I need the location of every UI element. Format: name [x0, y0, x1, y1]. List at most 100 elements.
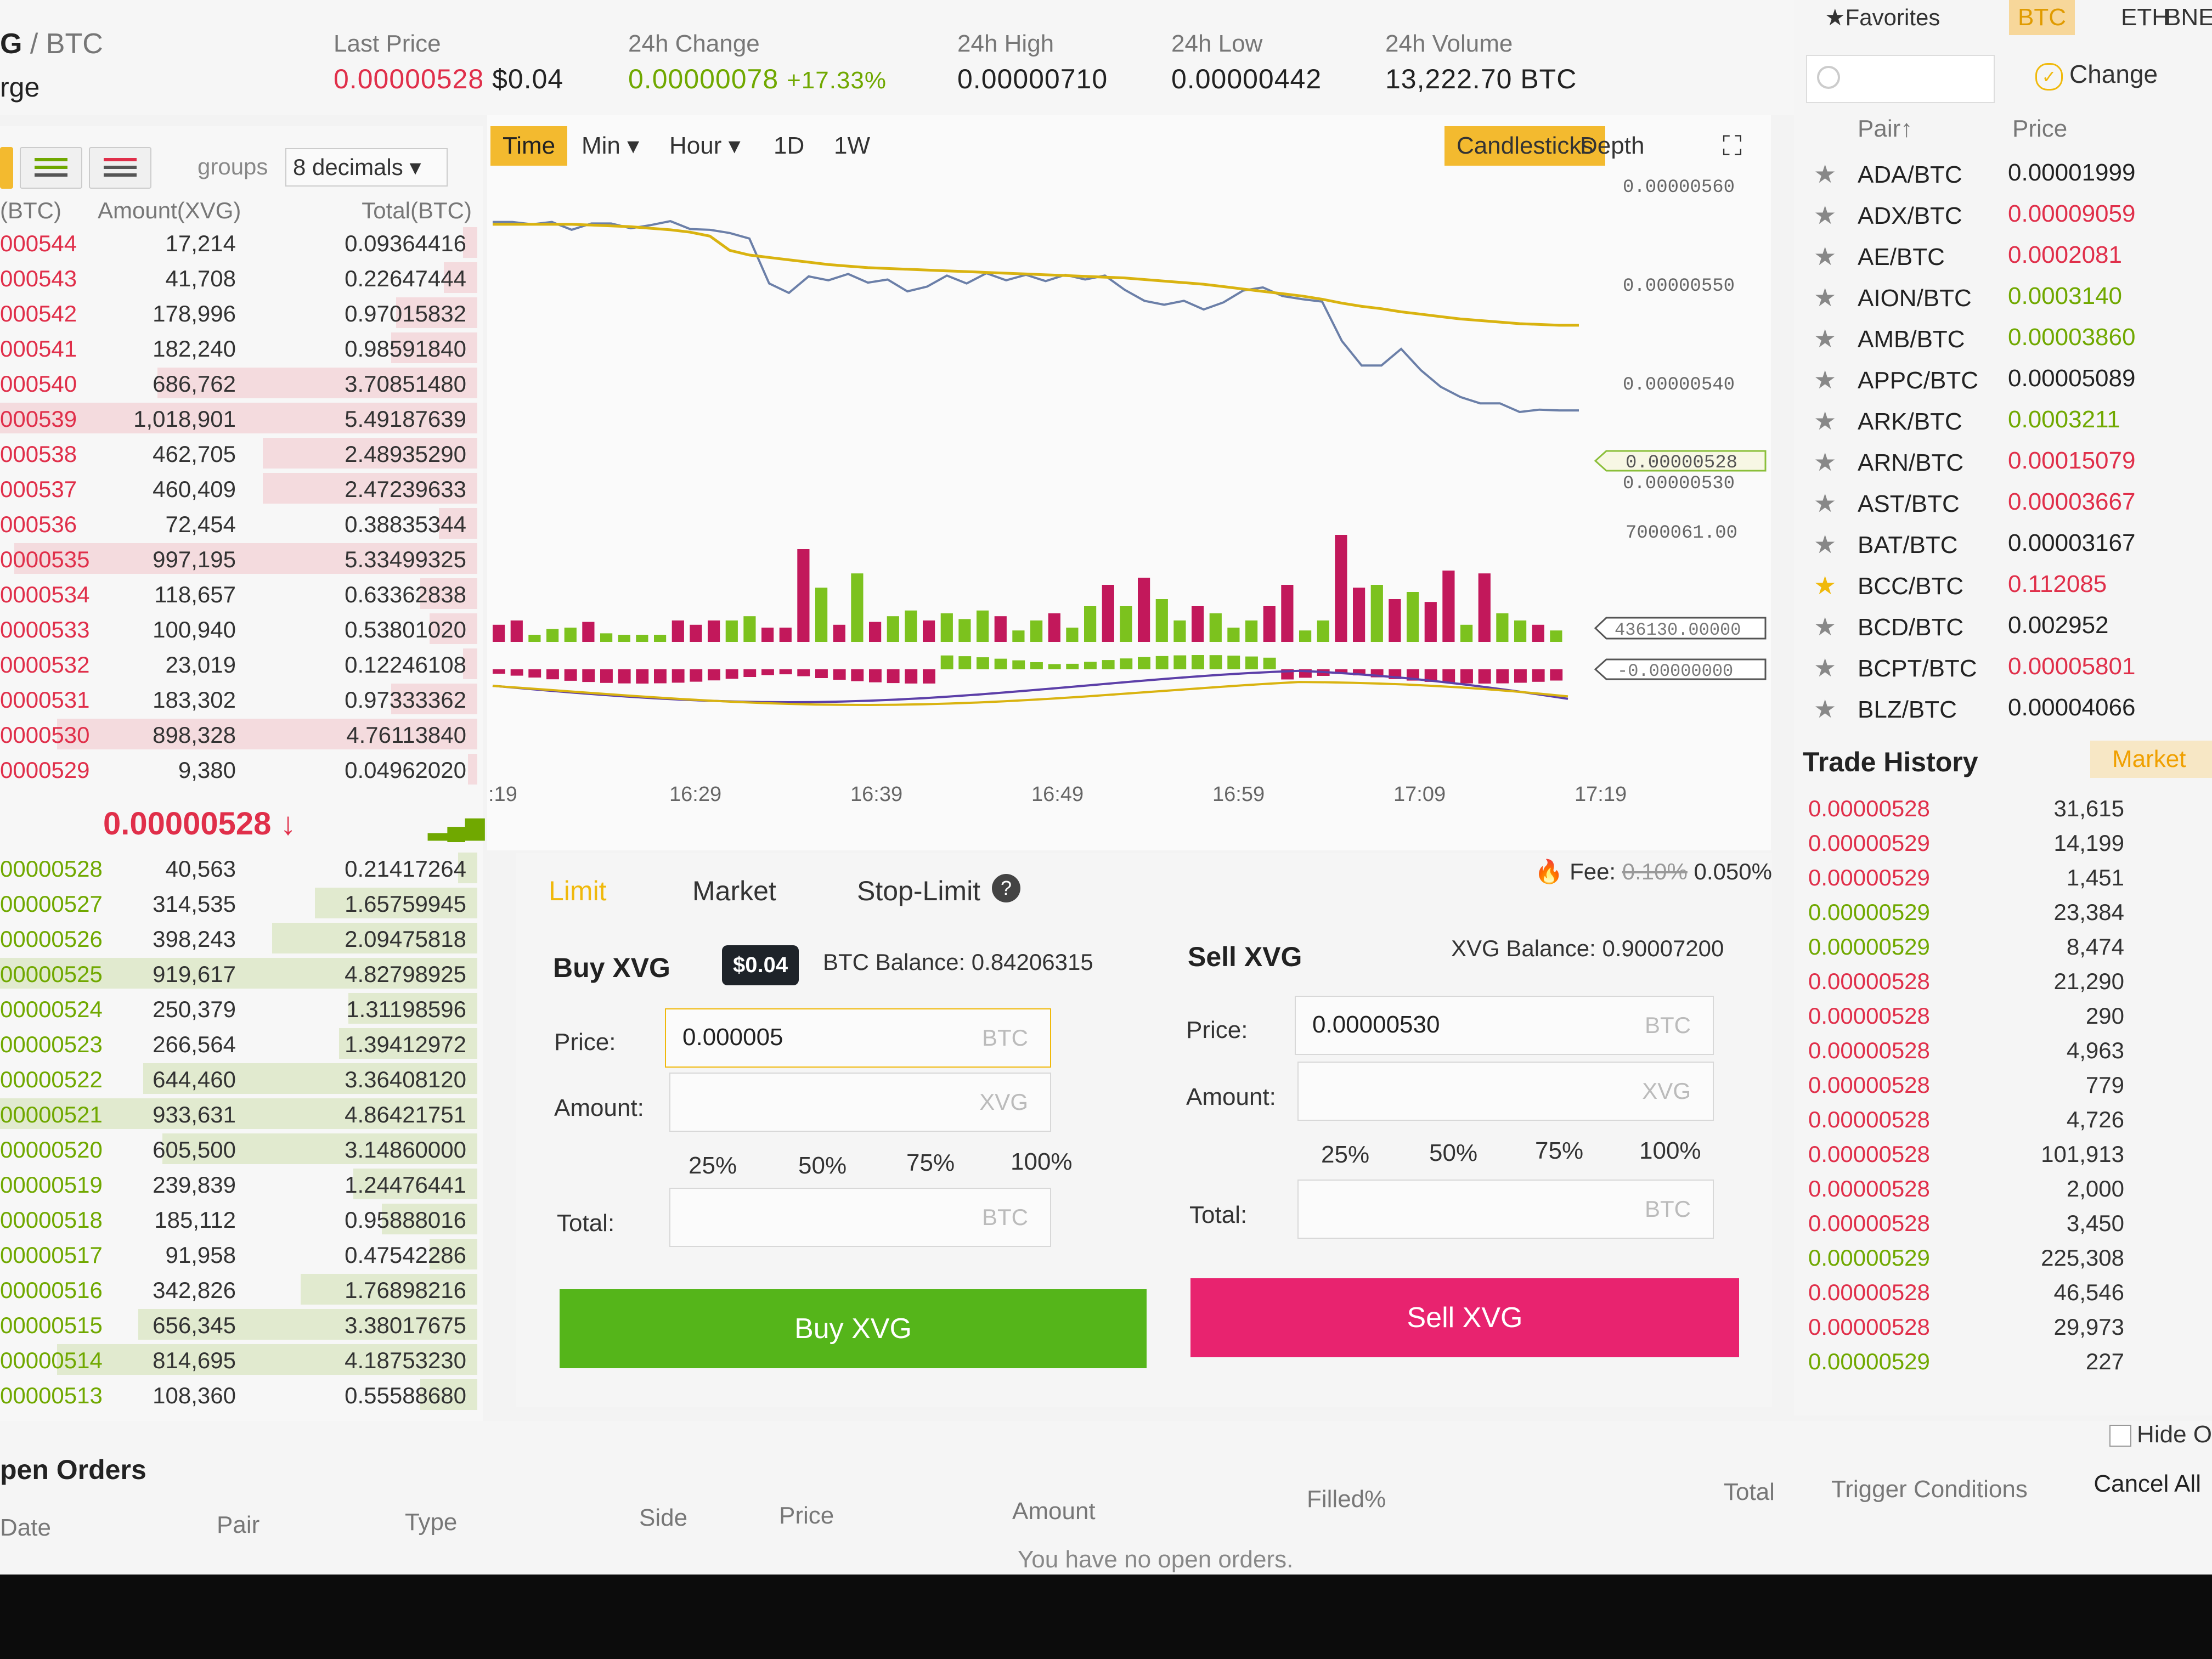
star-icon[interactable]: ★ [1814, 365, 1837, 394]
buy-pct-75[interactable]: 75% [906, 1149, 955, 1176]
star-icon[interactable]: ★ [1814, 201, 1837, 229]
cancel-all-button[interactable]: Cancel All [2094, 1470, 2201, 1497]
sell-pct-50[interactable]: 50% [1429, 1139, 1478, 1166]
col-price[interactable]: Price [2012, 115, 2068, 142]
price-chart[interactable]: 0.00000560 0.00000550 0.00000540 0.00000530… [487, 176, 1771, 850]
book-row[interactable]: 000540 686,762 3.70851480 [0, 365, 477, 400]
pair-row[interactable]: ★ BCD/BTC 0.002952 [1794, 606, 2212, 647]
pair-row[interactable]: ★ APPC/BTC 0.00005089 [1794, 359, 2212, 400]
buy-price-input[interactable]: 0.000005 BTC [665, 1008, 1051, 1068]
buy-total-input[interactable]: BTC [669, 1188, 1051, 1247]
tab-1d[interactable]: 1D [774, 132, 805, 159]
decimals-select[interactable]: 8 decimals ▾ [285, 148, 448, 187]
book-row[interactable]: 000538 462,705 2.48935290 [0, 436, 477, 471]
book-row[interactable]: 00000514 814,695 4.18753230 [0, 1342, 477, 1377]
tab-favorites[interactable]: ★Favorites [1825, 4, 1940, 30]
buy-button[interactable]: Buy XVG [560, 1289, 1147, 1368]
star-icon[interactable]: ★ [1814, 283, 1837, 312]
star-icon[interactable]: ★ [1814, 160, 1837, 188]
pair-row[interactable]: ★ AION/BTC 0.0003140 [1794, 277, 2212, 318]
pair-row[interactable]: ★ BLZ/BTC 0.00004066 [1794, 689, 2212, 730]
tab-btc[interactable]: BTC [2009, 0, 2075, 35]
book-row[interactable]: 00000524 250,379 1.31198596 [0, 991, 477, 1026]
book-row[interactable]: 00000527 314,535 1.65759945 [0, 885, 477, 921]
star-icon[interactable]: ★ [1814, 324, 1837, 353]
book-row[interactable]: 0000533 100,940 0.53801020 [0, 611, 477, 646]
star-icon[interactable]: ★ [1814, 530, 1837, 558]
tab-stop-limit[interactable]: Stop-Limit [857, 876, 981, 906]
book-row[interactable]: 0000534 118,657 0.63362838 [0, 576, 477, 611]
pair-row[interactable]: ★ BCC/BTC 0.112085 [1794, 565, 2212, 606]
sell-pct-75[interactable]: 75% [1535, 1137, 1584, 1164]
sell-pct-100[interactable]: 100% [1639, 1137, 1701, 1164]
trade-history-market-tab[interactable]: Market [2090, 741, 2212, 778]
pair-row[interactable]: ★ AST/BTC 0.00003667 [1794, 483, 2212, 524]
hide-other-pairs-checkbox[interactable]: Hide O [2109, 1421, 2212, 1448]
bars-icon[interactable]: ▂▄▆ [428, 811, 485, 840]
book-row[interactable]: 00000528 40,563 0.21417264 [0, 850, 477, 885]
tab-bnb[interactable]: BNE [2165, 4, 2212, 31]
book-row[interactable]: 0000530 898,328 4.76113840 [0, 716, 477, 752]
book-row[interactable]: 00000517 91,958 0.47542286 [0, 1237, 477, 1272]
tab-time[interactable]: Time [490, 126, 568, 166]
market-search-input[interactable] [1806, 55, 1995, 103]
buy-amount-input[interactable]: XVG [669, 1073, 1051, 1132]
book-row[interactable]: 00000526 398,243 2.09475818 [0, 921, 477, 956]
book-row[interactable]: 000541 182,240 0.98591840 [0, 330, 477, 365]
sell-pct-25[interactable]: 25% [1321, 1141, 1370, 1168]
star-icon[interactable]: ★ [1814, 407, 1837, 435]
pair-row[interactable]: ★ ARK/BTC 0.0003211 [1794, 400, 2212, 442]
book-row[interactable]: 0000535 997,195 5.33499325 [0, 541, 477, 576]
book-row[interactable]: 000537 460,409 2.47239633 [0, 471, 477, 506]
tab-eth[interactable]: ETH [2121, 4, 2169, 31]
buy-pct-25[interactable]: 25% [689, 1152, 737, 1179]
book-row[interactable]: 000544 17,214 0.09364416 [0, 225, 477, 260]
book-row[interactable]: 00000515 656,345 3.38017675 [0, 1307, 477, 1342]
book-row[interactable]: 000543 41,708 0.22647444 [0, 260, 477, 295]
col-pair[interactable]: Pair↑ [1858, 115, 1913, 142]
pair-row[interactable]: ★ ADX/BTC 0.00009059 [1794, 195, 2212, 236]
help-icon[interactable]: ? [992, 874, 1020, 902]
book-row[interactable]: 00000522 644,460 3.36408120 [0, 1061, 477, 1096]
book-view-all-button[interactable] [0, 147, 13, 189]
fullscreen-icon[interactable]: ⛶ [1723, 131, 1742, 161]
tab-market[interactable]: Market [692, 876, 776, 906]
tab-candlesticks[interactable]: Candlesticks [1444, 126, 1606, 166]
sell-total-input[interactable]: BTC [1297, 1180, 1714, 1239]
book-row[interactable]: 00000521 933,631 4.86421751 [0, 1096, 477, 1131]
tab-limit[interactable]: Limit [549, 876, 607, 906]
book-row[interactable]: 00000516 342,826 1.76898216 [0, 1272, 477, 1307]
book-row[interactable]: 0000531 183,302 0.97333362 [0, 681, 477, 716]
book-row[interactable]: 00000525 919,617 4.82798925 [0, 956, 477, 991]
book-row[interactable]: 0000529 9,380 0.04962020 [0, 752, 477, 787]
book-view-asks-button[interactable] [89, 147, 151, 189]
star-icon[interactable]: ★ [1814, 653, 1837, 682]
buy-pct-50[interactable]: 50% [798, 1152, 847, 1179]
book-row[interactable]: 00000518 185,112 0.95888016 [0, 1201, 477, 1237]
pair-row[interactable]: ★ BAT/BTC 0.00003167 [1794, 524, 2212, 565]
star-icon[interactable]: ★ [1814, 489, 1837, 517]
book-view-bids-button[interactable] [20, 147, 82, 189]
book-row[interactable]: 0000532 23,019 0.12246108 [0, 646, 477, 681]
pair-row[interactable]: ★ ADA/BTC 0.00001999 [1794, 154, 2212, 195]
tab-depth[interactable]: Depth [1580, 132, 1645, 159]
pair-row[interactable]: ★ AMB/BTC 0.00003860 [1794, 318, 2212, 359]
star-icon[interactable]: ★ [1814, 448, 1837, 476]
book-row[interactable]: 00000513 108,360 0.55588680 [0, 1377, 477, 1412]
tab-1w[interactable]: 1W [834, 132, 870, 159]
pair-row[interactable]: ★ AE/BTC 0.0002081 [1794, 236, 2212, 277]
book-row[interactable]: 00000519 239,839 1.24476441 [0, 1166, 477, 1201]
sell-button[interactable]: Sell XVG [1190, 1278, 1739, 1357]
tab-hour[interactable]: Hour ▾ [669, 132, 741, 159]
change-toggle[interactable]: ✓ Change [2035, 59, 2158, 91]
buy-pct-100[interactable]: 100% [1011, 1148, 1073, 1175]
sell-price-input[interactable]: 0.00000530 BTC [1295, 996, 1714, 1055]
sell-amount-input[interactable]: XVG [1297, 1062, 1714, 1121]
pair-row[interactable]: ★ BCPT/BTC 0.00005801 [1794, 647, 2212, 689]
star-icon[interactable]: ★ [1814, 612, 1837, 641]
pair-row[interactable]: ★ ARN/BTC 0.00015079 [1794, 442, 2212, 483]
book-row[interactable]: 00000520 605,500 3.14860000 [0, 1131, 477, 1166]
book-row[interactable]: 000542 178,996 0.97015832 [0, 295, 477, 330]
star-icon[interactable]: ★ [1814, 571, 1837, 600]
book-row[interactable]: 000536 72,454 0.38835344 [0, 506, 477, 541]
